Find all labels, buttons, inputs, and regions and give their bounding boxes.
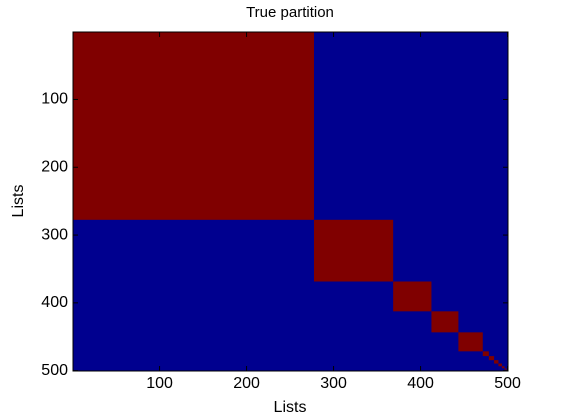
partition-block	[504, 368, 507, 370]
x-tick-label: 300	[320, 375, 347, 392]
partition-block	[498, 363, 502, 367]
axes-box	[72, 31, 509, 372]
x-tick-label: 200	[233, 375, 260, 392]
x-axis-label: Lists	[274, 399, 307, 416]
partition-block	[494, 360, 499, 364]
chart-title: True partition	[246, 4, 334, 21]
y-tick-label: 100	[41, 91, 68, 108]
partition-block	[501, 366, 505, 369]
partition-block	[488, 356, 495, 361]
partition-block	[313, 219, 394, 282]
x-tick-label: 500	[494, 375, 521, 392]
x-tick-label: 100	[146, 375, 173, 392]
partition-block	[73, 32, 314, 220]
y-tick-label: 500	[41, 362, 68, 379]
y-tick-label: 400	[41, 294, 68, 311]
partition-block	[393, 281, 432, 312]
y-tick-label: 300	[41, 226, 68, 243]
partition-block	[482, 351, 489, 357]
partition-block	[458, 332, 483, 352]
x-tick-label: 400	[407, 375, 434, 392]
y-axis-label: Lists	[10, 185, 27, 218]
partition-block	[431, 311, 459, 333]
y-tick-label: 200	[41, 158, 68, 175]
